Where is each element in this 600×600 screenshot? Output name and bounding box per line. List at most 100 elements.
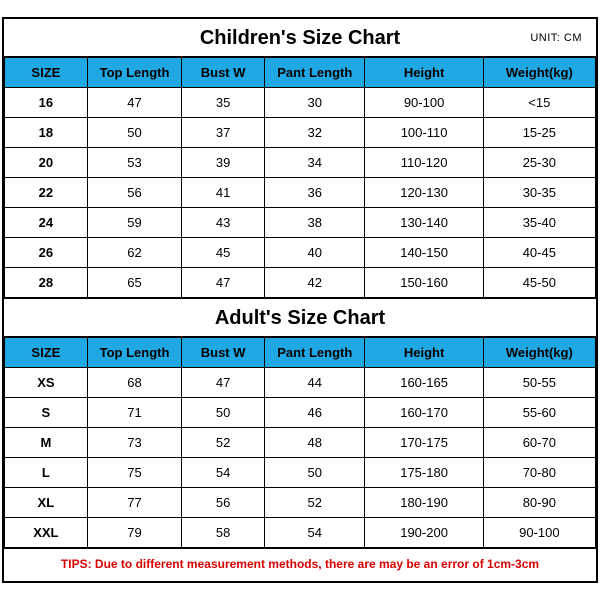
table-cell: 35 xyxy=(182,88,265,118)
table-cell: L xyxy=(5,458,88,488)
col-header: Top Length xyxy=(87,338,182,368)
col-header: Pant Length xyxy=(265,58,365,88)
table-cell: XXL xyxy=(5,518,88,548)
table-cell: 34 xyxy=(265,148,365,178)
table-cell: 16 xyxy=(5,88,88,118)
col-header: Height xyxy=(365,338,483,368)
table-cell: 32 xyxy=(265,118,365,148)
table-cell: 75 xyxy=(87,458,182,488)
table-cell: XL xyxy=(5,488,88,518)
table-cell: 77 xyxy=(87,488,182,518)
col-header: Bust W xyxy=(182,338,265,368)
table-row: 18503732100-11015-25 xyxy=(5,118,596,148)
table-row: 1647353090-100<15 xyxy=(5,88,596,118)
table-cell: 80-90 xyxy=(483,488,595,518)
table-cell: 39 xyxy=(182,148,265,178)
table-cell: S xyxy=(5,398,88,428)
col-header: Bust W xyxy=(182,58,265,88)
size-chart-card: Children's Size Chart UNIT: CM SIZE Top … xyxy=(2,17,598,583)
col-header: Top Length xyxy=(87,58,182,88)
col-header: Pant Length xyxy=(265,338,365,368)
table-cell: 45 xyxy=(182,238,265,268)
table-cell: 22 xyxy=(5,178,88,208)
table-cell: 150-160 xyxy=(365,268,483,298)
table-cell: 54 xyxy=(265,518,365,548)
table-cell: 130-140 xyxy=(365,208,483,238)
adult-title: Adult's Size Chart xyxy=(215,307,385,329)
table-cell: 50 xyxy=(182,398,265,428)
table-cell: 47 xyxy=(182,368,265,398)
col-header: SIZE xyxy=(5,338,88,368)
adult-table: SIZE Top Length Bust W Pant Length Heigh… xyxy=(4,337,596,548)
table-cell: 53 xyxy=(87,148,182,178)
table-cell: 38 xyxy=(265,208,365,238)
table-cell: 160-170 xyxy=(365,398,483,428)
table-cell: 46 xyxy=(265,398,365,428)
adult-title-row: Adult's Size Chart xyxy=(4,298,596,337)
adult-header-row: SIZE Top Length Bust W Pant Length Heigh… xyxy=(5,338,596,368)
col-header: Height xyxy=(365,58,483,88)
children-header-row: SIZE Top Length Bust W Pant Length Heigh… xyxy=(5,58,596,88)
table-cell: 24 xyxy=(5,208,88,238)
table-cell: 58 xyxy=(182,518,265,548)
table-cell: 160-165 xyxy=(365,368,483,398)
table-cell: 48 xyxy=(265,428,365,458)
table-row: XS684744160-16550-55 xyxy=(5,368,596,398)
table-cell: 90-100 xyxy=(365,88,483,118)
table-cell: 100-110 xyxy=(365,118,483,148)
table-cell: 52 xyxy=(265,488,365,518)
table-cell: <15 xyxy=(483,88,595,118)
table-cell: 40-45 xyxy=(483,238,595,268)
table-cell: 28 xyxy=(5,268,88,298)
table-cell: 42 xyxy=(265,268,365,298)
table-cell: 70-80 xyxy=(483,458,595,488)
table-cell: 30 xyxy=(265,88,365,118)
tips-note: TIPS: Due to different measurement metho… xyxy=(4,548,596,581)
table-cell: 40 xyxy=(265,238,365,268)
table-cell: 60-70 xyxy=(483,428,595,458)
children-title-row: Children's Size Chart UNIT: CM xyxy=(4,19,596,57)
table-cell: 18 xyxy=(5,118,88,148)
table-cell: 36 xyxy=(265,178,365,208)
table-cell: 59 xyxy=(87,208,182,238)
table-cell: 50 xyxy=(87,118,182,148)
table-cell: 30-35 xyxy=(483,178,595,208)
table-cell: 79 xyxy=(87,518,182,548)
table-cell: 41 xyxy=(182,178,265,208)
col-header: Weight(kg) xyxy=(483,58,595,88)
table-row: 26624540140-15040-45 xyxy=(5,238,596,268)
table-cell: 175-180 xyxy=(365,458,483,488)
col-header: SIZE xyxy=(5,58,88,88)
table-cell: 65 xyxy=(87,268,182,298)
table-cell: 45-50 xyxy=(483,268,595,298)
table-cell: XS xyxy=(5,368,88,398)
table-cell: 50-55 xyxy=(483,368,595,398)
table-cell: 140-150 xyxy=(365,238,483,268)
table-cell: 110-120 xyxy=(365,148,483,178)
table-cell: 170-175 xyxy=(365,428,483,458)
table-cell: 73 xyxy=(87,428,182,458)
children-table: SIZE Top Length Bust W Pant Length Heigh… xyxy=(4,57,596,298)
table-row: 24594338130-14035-40 xyxy=(5,208,596,238)
table-cell: 55-60 xyxy=(483,398,595,428)
table-cell: 25-30 xyxy=(483,148,595,178)
table-cell: 71 xyxy=(87,398,182,428)
table-cell: 35-40 xyxy=(483,208,595,238)
table-row: L755450175-18070-80 xyxy=(5,458,596,488)
unit-label: UNIT: CM xyxy=(530,32,582,44)
table-cell: 56 xyxy=(87,178,182,208)
table-cell: 68 xyxy=(87,368,182,398)
table-row: M735248170-17560-70 xyxy=(5,428,596,458)
table-cell: 44 xyxy=(265,368,365,398)
table-cell: 47 xyxy=(182,268,265,298)
table-cell: 43 xyxy=(182,208,265,238)
table-cell: 120-130 xyxy=(365,178,483,208)
table-cell: 62 xyxy=(87,238,182,268)
table-cell: 37 xyxy=(182,118,265,148)
table-row: XXL795854190-20090-100 xyxy=(5,518,596,548)
table-cell: 56 xyxy=(182,488,265,518)
table-row: 22564136120-13030-35 xyxy=(5,178,596,208)
table-cell: 190-200 xyxy=(365,518,483,548)
table-cell: 50 xyxy=(265,458,365,488)
table-cell: 180-190 xyxy=(365,488,483,518)
